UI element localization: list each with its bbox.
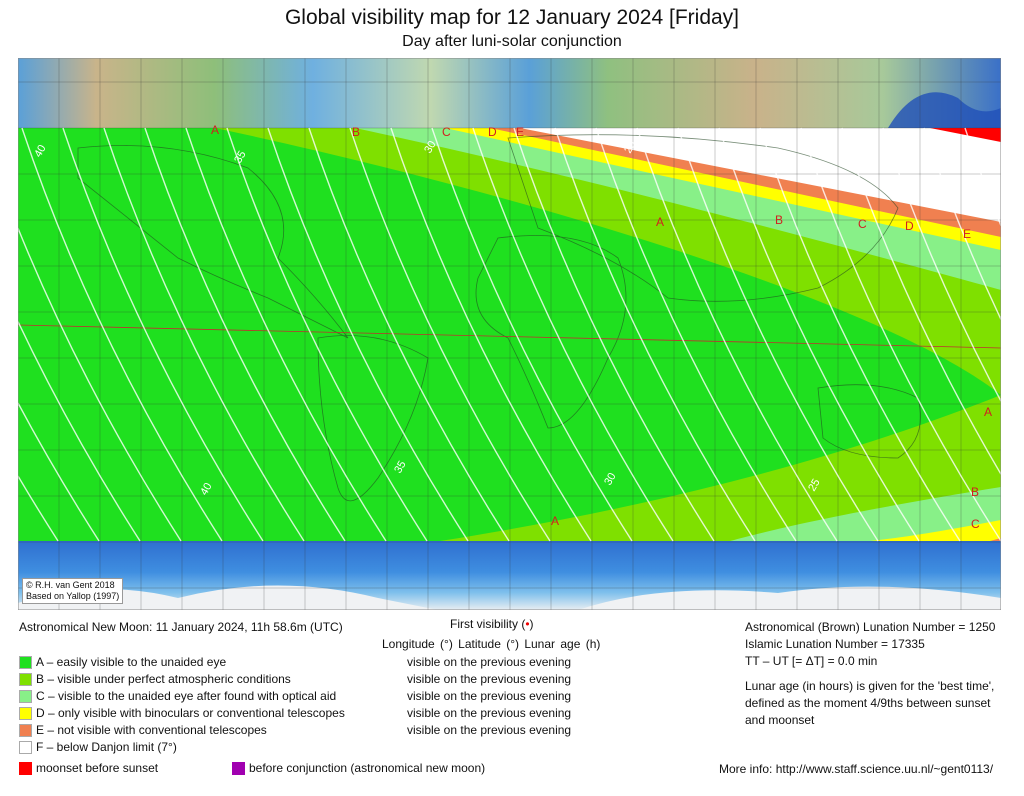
lunar-age-contour [185, 127, 387, 542]
legend-swatch [19, 723, 32, 737]
zone-labels: A B C D E A B C D E A B C A [211, 123, 992, 531]
first-visibility-value: visible on the previous evening [407, 655, 572, 669]
first-visibility-heading: First visibility (•) [450, 617, 534, 631]
lunar-age-contour [18, 401, 100, 542]
lunar-age-contour [18, 226, 182, 542]
legend-item: moonset before sunset [19, 761, 158, 775]
zone-label: D [905, 219, 914, 233]
zone-label: D [488, 125, 497, 139]
page-title: Global visibility map for 12 January 202… [284, 6, 740, 29]
brown-lunation: Astronomical (Brown) Lunation Number = 1… [745, 620, 996, 634]
northern-terrain [18, 58, 1001, 128]
world-map: 40 35 30 25 20 40 35 30 25 A B C D E A B… [18, 58, 1001, 610]
contour-label: 35 [232, 149, 249, 166]
legend-swatch [19, 761, 32, 775]
contour-label: 20 [820, 135, 837, 152]
zone-moonset-before-sunset [930, 128, 1001, 142]
delta-t: TT – UT [= ΔT] = 0.0 min [745, 654, 878, 668]
lunar-age-contour [267, 127, 469, 542]
first-visibility-value: visible on the previous evening [407, 689, 572, 703]
new-moon-time: Astronomical New Moon: 11 January 2024, … [19, 620, 343, 634]
legend-swatch [19, 689, 32, 703]
first-visibility-value: visible on the previous evening [407, 672, 572, 686]
lunar-age-contour [882, 127, 1001, 403]
first-visibility-value: visible on the previous evening [407, 706, 572, 720]
lunar-age-contour [718, 127, 920, 542]
lunar-age-contour [103, 127, 305, 542]
zone-label: B [775, 213, 783, 227]
more-info-link[interactable]: More info: http://www.staff.science.uu.n… [719, 762, 994, 776]
contour-label: 40 [198, 481, 215, 498]
zone-label: A [211, 123, 219, 137]
zone-label: A [984, 405, 992, 419]
legend-swatch [19, 740, 32, 754]
page-subtitle: Day after luni-solar conjunction [402, 33, 622, 50]
credit-source: Based on Yallop (1997) [26, 591, 120, 601]
contour-label: 30 [422, 139, 439, 156]
lunar-age-contour [759, 127, 961, 542]
lunar-age-contour [472, 127, 674, 542]
lunar-age-contour [841, 127, 1001, 476]
contour-label: 40 [32, 143, 49, 160]
contour-label: 25 [622, 139, 639, 156]
lunar-age-note-1: Lunar age (in hours) is given for the 'b… [745, 679, 995, 693]
lunar-age-note-3: and moonset [745, 713, 815, 727]
lunar-age-contour [431, 127, 633, 542]
credit-author: © R.H. van Gent 2018 [26, 580, 115, 590]
zone-label: A [551, 514, 559, 528]
lunar-age-contour [349, 127, 551, 542]
zone-label: A [656, 215, 664, 229]
credit-box: © R.H. van Gent 2018 Based on Yallop (19… [22, 578, 124, 604]
legend-item: B – visible under perfect atmospheric co… [19, 672, 291, 686]
lunar-age-note-2: defined as the moment 4/9ths between sun… [745, 696, 991, 710]
contour-label: 25 [806, 477, 823, 494]
legend-swatch [19, 672, 32, 686]
lunar-age-contour [964, 127, 1001, 228]
legend-item: before conjunction (astronomical new moo… [232, 761, 485, 775]
zone-label: B [971, 485, 979, 499]
lunar-age-contour [554, 127, 756, 542]
legend-item: D – only visible with binoculars or conv… [19, 706, 345, 720]
lunar-age-contour [21, 127, 223, 542]
lunar-age-contour [144, 127, 346, 542]
lunar-age-contour [226, 127, 428, 542]
legend-item: A – easily visible to the unaided eye [19, 655, 226, 669]
first-visibility-value: visible on the previous evening [407, 723, 572, 737]
zone-label: C [858, 217, 867, 231]
ecliptic-line [18, 324, 1001, 349]
lunar-age-contour [636, 127, 838, 542]
lunar-age-contours [18, 127, 1001, 542]
zone-label: C [442, 125, 451, 139]
lunar-age-contour [513, 127, 715, 542]
zone-label: B [352, 125, 360, 139]
zone-label: E [963, 227, 971, 241]
contour-label: 30 [602, 471, 619, 488]
contour-labels: 40 35 30 25 20 40 35 30 25 [32, 135, 837, 498]
legend-item: F – below Danjon limit (7°) [19, 740, 177, 754]
lunar-age-contour [595, 127, 797, 542]
first-visibility-columns: Longitude (°) Latitude (°) Lunar age (h) [382, 637, 601, 651]
zone-label: C [971, 517, 980, 531]
legend-item: E – not visible with conventional telesc… [19, 723, 267, 737]
islamic-lunation: Islamic Lunation Number = 17335 [745, 637, 925, 651]
lunar-age-contour [800, 127, 1001, 542]
legend-item: C – visible to the unaided eye after fou… [19, 689, 336, 703]
lunar-age-contour [390, 127, 592, 542]
legend-swatch [19, 655, 32, 669]
zone-label: E [516, 125, 524, 139]
lunar-age-contour [677, 127, 879, 542]
contour-label: 35 [392, 459, 409, 476]
legend-swatch [232, 761, 245, 775]
lunar-age-contour [62, 127, 264, 542]
lunar-age-contour [923, 127, 1001, 322]
lunar-age-contour [308, 127, 510, 542]
red-dot-icon: • [525, 617, 530, 631]
lunar-age-contour [18, 474, 59, 542]
lunar-age-contour [18, 319, 141, 542]
legend-swatch [19, 706, 32, 720]
